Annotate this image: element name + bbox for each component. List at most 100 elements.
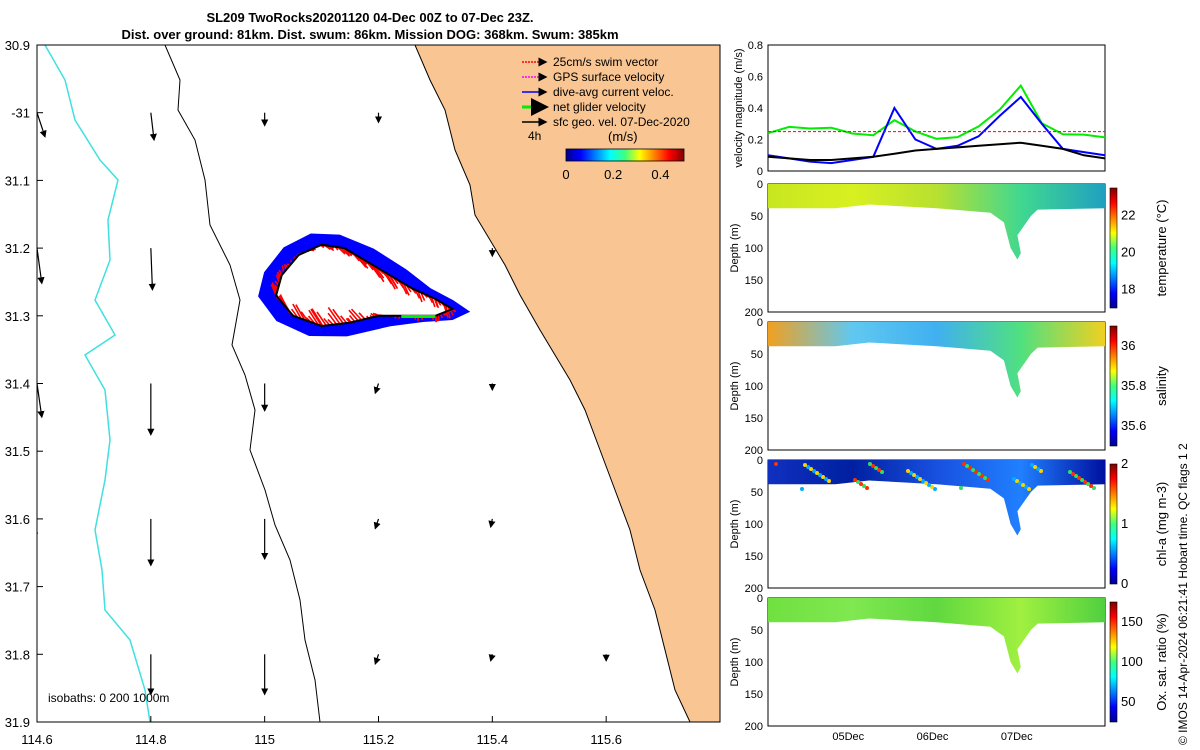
- swim-vector: [402, 282, 410, 296]
- depth-tick: 200: [745, 721, 763, 733]
- legend-label: GPS surface velocity: [553, 70, 664, 84]
- colorbar-tick: 100: [1121, 654, 1143, 669]
- swim-vector: [316, 311, 327, 326]
- swim-vector: [358, 312, 366, 320]
- x-tick-label: 114.6: [21, 732, 53, 747]
- colorbar-label: Ox. sat. ratio (%): [1154, 613, 1169, 711]
- chl-sample-dot: [856, 480, 860, 484]
- swim-vector: [327, 306, 341, 325]
- depth-tick: 150: [745, 689, 763, 701]
- chl-sample-dot: [1027, 487, 1031, 491]
- y-tick-label: 31.6: [5, 512, 30, 527]
- swim-vector: [340, 246, 351, 257]
- depth-tick: 0: [757, 593, 763, 605]
- depth-ylabel: Depth (m): [729, 638, 741, 687]
- y-tick-label: 31.9: [5, 715, 30, 730]
- y-tick-label: 31.5: [5, 444, 30, 459]
- chart-title-line2: Dist. over ground: 81km. Dist. swum: 86k…: [121, 27, 619, 42]
- geo-velocity-arrow: [488, 518, 496, 529]
- swim-vector: [420, 292, 426, 301]
- geo-velocity-arrow: [488, 654, 496, 662]
- colorbar-title: (m/s): [608, 129, 638, 144]
- depth-tick: 100: [745, 243, 763, 255]
- swim-vector: [308, 309, 319, 326]
- geo-velocity-arrow: [148, 248, 156, 291]
- chl-sample-dot: [1089, 484, 1093, 488]
- depth-tick: 50: [751, 211, 763, 223]
- swim-vector: [400, 281, 408, 295]
- depth-tick: 50: [751, 487, 763, 499]
- colorbar-tick: 35.8: [1121, 378, 1146, 393]
- chl-sample-dot: [933, 487, 937, 491]
- y-tick-label: -31: [11, 106, 30, 121]
- chl-sample-dot: [800, 487, 804, 491]
- swim-vector: [292, 303, 302, 320]
- colorbar-tick: 50: [1121, 694, 1135, 709]
- chl-sample-dot: [930, 485, 934, 489]
- depth-ylabel: Depth (m): [729, 500, 741, 549]
- chl-sample-dot: [824, 477, 828, 481]
- chl-sample-dot: [853, 478, 857, 482]
- y-tick-label: 30.9: [5, 38, 30, 53]
- velocity-series-line: [767, 141, 1106, 161]
- map-ticks-group: 114.6 114.8 115 115.2 115.4 115.6 30.9 -31 31.1 3…: [5, 38, 622, 747]
- geo-vectors-group: [37, 112, 610, 696]
- y-tick-label: 31.3: [5, 309, 30, 324]
- colorbar-tick: 150: [1121, 614, 1143, 629]
- swim-vector: [444, 304, 449, 314]
- depth-tick: 50: [751, 625, 763, 637]
- chl-sample-dot: [774, 462, 778, 466]
- chl-sample-dot: [1080, 478, 1084, 482]
- chl-sample-dot: [1036, 467, 1040, 471]
- chl-sample-dot: [827, 479, 831, 483]
- chl-sample-dot: [924, 481, 928, 485]
- chl-sample-dot: [959, 486, 963, 490]
- legend-label: net glider velocity: [553, 100, 646, 114]
- swim-vector: [385, 272, 396, 290]
- heatmap-colorbar: [1109, 601, 1118, 723]
- chl-sample-dot: [862, 484, 866, 488]
- legend-label: sfc geo. vel. 07-Dec-2020: [553, 115, 690, 129]
- chl-sample-dot: [1012, 477, 1016, 481]
- chart-title-line1: SL209 TwoRocks20201120 04-Dec 00Z to 07-…: [206, 10, 534, 25]
- heatmap-data-region: [768, 184, 1105, 260]
- chl-sample-dot: [1033, 465, 1037, 469]
- heatmap-data-region: [768, 598, 1105, 674]
- heatmap-data-region: [768, 460, 1105, 536]
- swim-vector: [431, 297, 436, 308]
- chl-sample-dot: [874, 466, 878, 470]
- depth-tick: 100: [745, 657, 763, 669]
- chl-sample-dot: [974, 470, 978, 474]
- swim-vector: [348, 309, 359, 322]
- swim-vector: [348, 314, 356, 322]
- chl-sample-dot: [809, 467, 813, 471]
- chl-sample-dot: [1018, 481, 1022, 485]
- velocity-y-tick: 0: [757, 166, 763, 178]
- swim-vector: [414, 289, 421, 299]
- x-tick-label: 115.6: [590, 732, 622, 747]
- swim-vector: [369, 262, 381, 279]
- glider-track-line: [274, 243, 455, 328]
- date-tick-label: 06Dec: [917, 731, 949, 743]
- chl-sample-dot: [818, 473, 822, 477]
- chl-sample-dot: [880, 470, 884, 474]
- chl-sample-dot: [815, 471, 819, 475]
- depth-ylabel: Depth (m): [729, 224, 741, 273]
- side-copyright-label: © IMOS 14-Apr-2024 06:21:41 Hobart time.…: [1176, 443, 1190, 745]
- chl-sample-dot: [986, 478, 990, 482]
- geo-velocity-arrow: [149, 112, 157, 142]
- chl-sample-dot: [918, 477, 922, 481]
- geo-velocity-arrow: [37, 112, 47, 138]
- isobath-0m: [44, 45, 151, 722]
- legend-label: dive-avg current veloc.: [553, 85, 674, 99]
- chl-sample-dot: [927, 483, 931, 487]
- swim-vector: [310, 308, 323, 327]
- chl-sample-dot: [965, 464, 969, 468]
- colorbar-tick: 36: [1121, 338, 1135, 353]
- swim-vector: [371, 264, 385, 283]
- x-tick-label: 115.4: [477, 732, 509, 747]
- chl-sample-dot: [909, 471, 913, 475]
- swim-vector: [327, 312, 338, 325]
- chl-sample-dot: [912, 473, 916, 477]
